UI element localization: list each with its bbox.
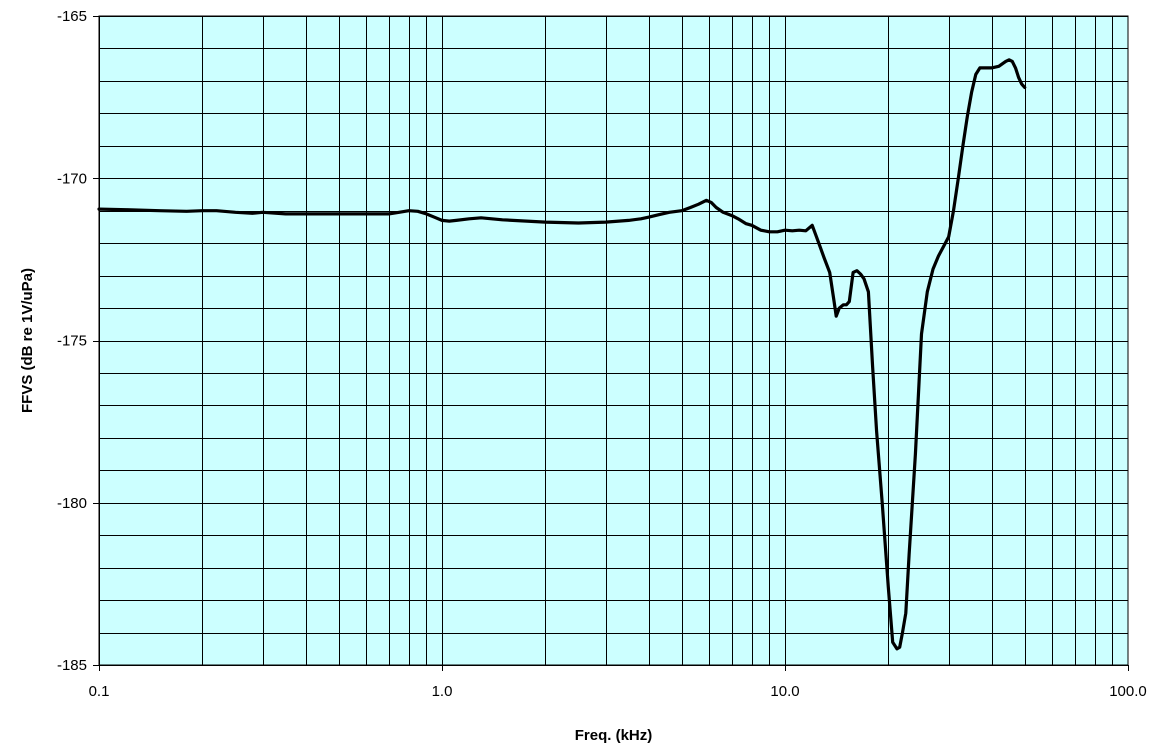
y-tick-label: -165	[57, 8, 87, 25]
y-tick-label: -170	[57, 170, 87, 187]
y-axis-title: FFVS (dB re 1V/uPa)	[19, 268, 36, 413]
y-tick-label: -175	[57, 333, 87, 350]
y-tick-label: -185	[57, 657, 87, 674]
plot-area	[99, 16, 1128, 665]
y-tick-label: -180	[57, 495, 87, 512]
x-tick-label: 10.0	[770, 683, 799, 700]
plot-frame	[98, 15, 1129, 666]
x-tick-label: 1.0	[432, 683, 453, 700]
x-axis-title: Freq. (kHz)	[575, 727, 653, 744]
x-tick-label: 0.1	[89, 683, 110, 700]
series-line	[97, 58, 1027, 651]
x-tick-label: 100.0	[1109, 683, 1147, 700]
y-tick-labels: -165 -170 -175 -180 -185	[57, 8, 87, 674]
x-tick-labels: 0.1 1.0 10.0 100.0	[89, 683, 1147, 700]
